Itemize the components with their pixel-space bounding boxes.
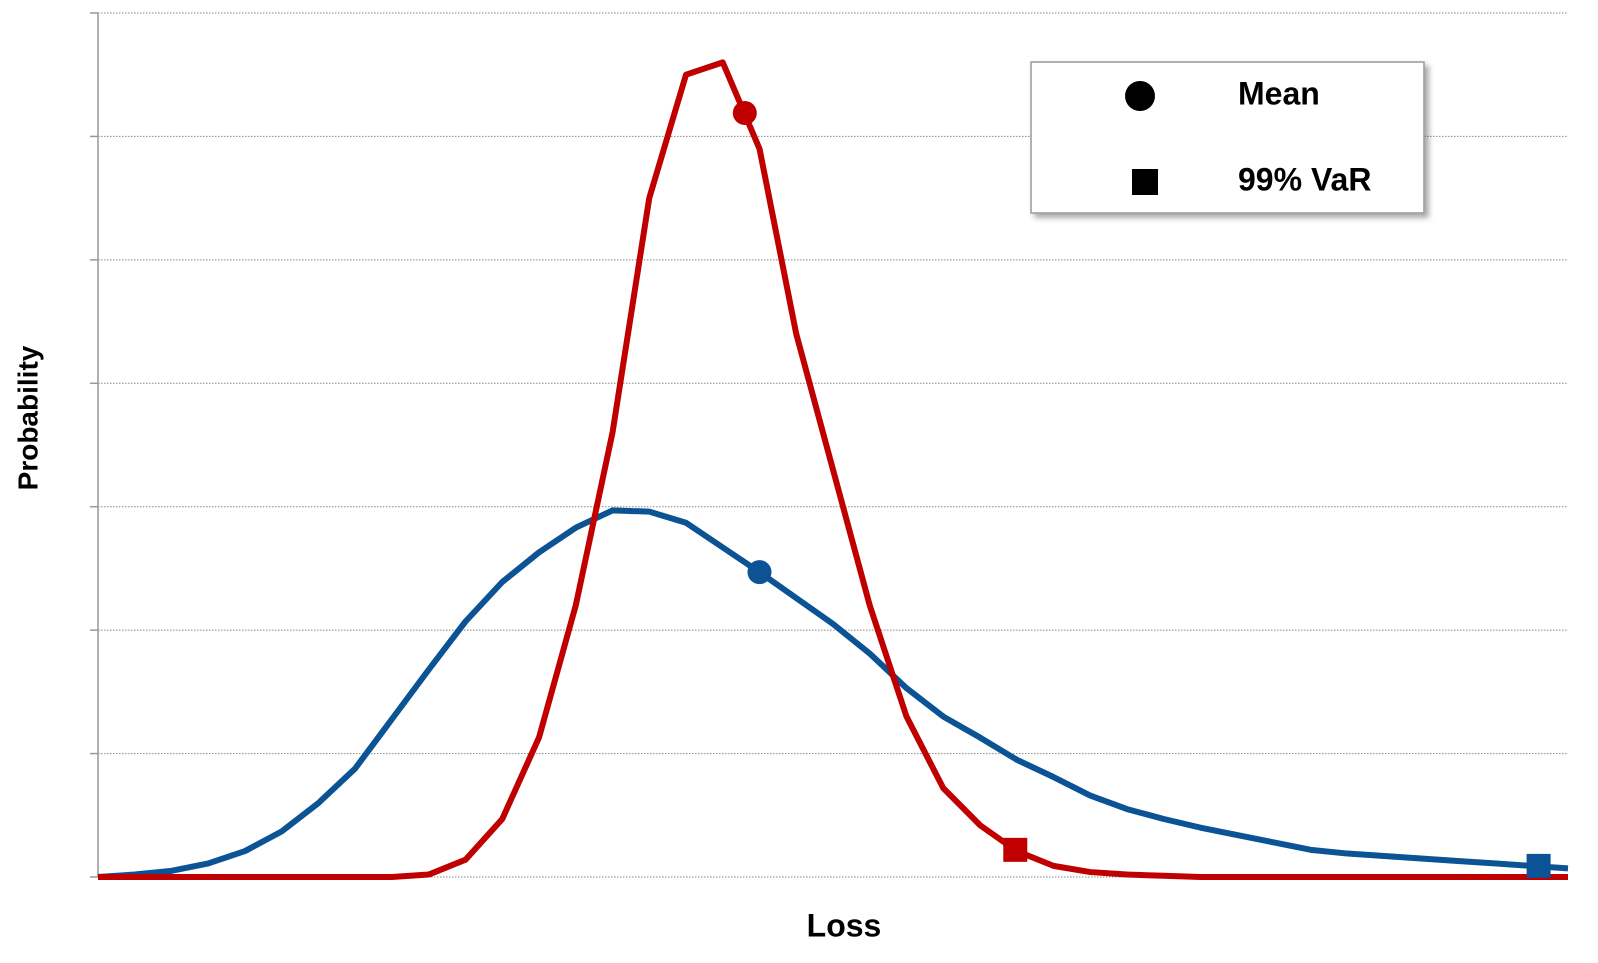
var-marker <box>1526 853 1551 878</box>
legend-marker <box>1125 81 1155 111</box>
mean-marker <box>732 100 757 125</box>
y-axis-label: Probability <box>12 345 43 490</box>
var-marker <box>1003 837 1028 862</box>
mean-marker <box>747 560 772 585</box>
series-line <box>98 59 1568 880</box>
legend: Mean 99% VaR <box>1030 61 1425 214</box>
x-axis-label: Loss <box>807 907 882 943</box>
series-line <box>97 507 1569 880</box>
legend-box <box>1030 61 1425 214</box>
legend-label: Mean <box>1238 75 1320 111</box>
legend-label: 99% VaR <box>1238 161 1371 197</box>
legend-marker <box>1132 169 1158 195</box>
